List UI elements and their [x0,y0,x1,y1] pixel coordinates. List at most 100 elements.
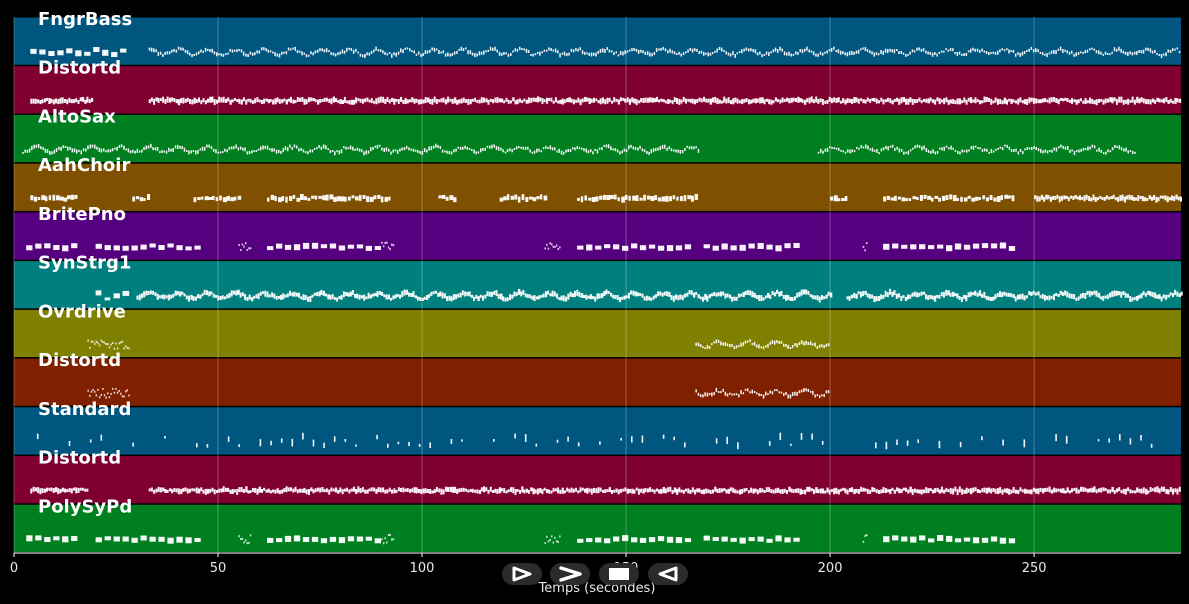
note [965,53,968,56]
note [396,293,399,297]
play-from-start-button[interactable] [502,563,542,585]
note [1008,292,1010,297]
note [531,151,534,154]
note [438,50,440,54]
note [197,149,199,154]
note [127,148,130,153]
note [422,488,425,494]
note [332,488,335,492]
note [494,97,497,103]
note [691,98,694,104]
note [233,489,236,493]
note [601,293,604,299]
note [420,99,423,105]
note [804,48,806,52]
note [1058,146,1060,149]
reverse-button[interactable] [648,563,688,585]
note [1121,194,1124,201]
note [422,53,424,57]
note [50,487,53,492]
note [1055,98,1058,103]
note [844,99,847,105]
note [216,52,218,57]
note [577,48,579,52]
note [111,342,114,344]
note [769,294,772,299]
note [552,487,555,492]
note [561,98,564,105]
note [294,100,297,104]
note [950,145,952,150]
note [189,99,191,104]
note [711,343,713,346]
note [1053,147,1055,151]
note [245,99,248,105]
note [1151,292,1154,298]
note [417,149,419,153]
note [100,434,103,441]
note [34,98,37,104]
note [883,243,890,250]
note [690,195,694,202]
note [183,293,186,297]
note [927,295,930,301]
note [706,295,709,302]
note [100,339,102,342]
note [997,147,999,150]
note [825,294,828,299]
note [684,147,686,151]
note [379,487,382,493]
note [198,51,200,55]
note [511,149,513,153]
note [918,145,921,148]
note [568,488,571,493]
note [1021,51,1024,56]
note [621,196,625,203]
note [249,98,252,103]
stop-button[interactable] [599,563,639,585]
note [801,99,804,104]
note [258,99,261,103]
note [576,289,579,296]
note [1077,52,1080,55]
note [771,391,774,395]
note [900,97,903,104]
note [662,46,665,50]
note [296,197,301,202]
note [1080,148,1082,152]
note [790,53,792,57]
note [559,535,561,538]
note [695,291,698,295]
note [447,487,450,492]
note [1177,196,1180,201]
note [240,49,243,53]
note [597,50,599,54]
note [1154,50,1156,53]
note [575,99,578,103]
note [331,294,334,300]
note [981,148,984,152]
note [673,487,677,493]
note [474,97,477,102]
note [358,148,361,152]
note [738,489,741,495]
note [385,294,388,300]
forward-button[interactable] [550,563,590,585]
note [812,489,815,495]
note [655,148,657,152]
note [346,47,348,52]
note [1149,487,1152,492]
note [98,344,101,347]
note [355,97,358,104]
note [628,195,631,201]
note [503,100,506,104]
note [305,489,308,495]
note [529,149,531,153]
note [136,295,139,300]
note [213,489,216,495]
note [893,98,896,102]
note [1147,290,1150,295]
note [729,53,732,57]
note [204,196,209,201]
note [756,489,759,495]
